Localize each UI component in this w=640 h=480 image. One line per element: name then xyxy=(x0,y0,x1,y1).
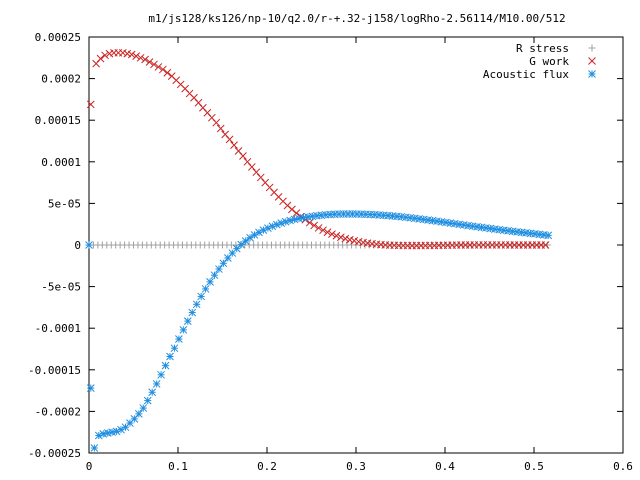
data-point xyxy=(134,410,143,418)
data-point xyxy=(459,221,468,229)
y-tick-label: 0.00025 xyxy=(35,31,81,44)
series-layer xyxy=(85,48,553,452)
legend-label: R stress xyxy=(516,42,569,55)
data-point xyxy=(132,52,141,60)
data-point xyxy=(85,241,93,249)
data-point xyxy=(90,444,99,452)
x-tick-label: 0.3 xyxy=(346,460,366,473)
data-point xyxy=(337,233,345,242)
axes: 0 0.1 0.2 0.3 0.4 0.5 0.6 0.00025 0.0002 0.00015 0… xyxy=(28,31,633,473)
data-point xyxy=(241,237,250,245)
data-point xyxy=(310,221,319,230)
data-point xyxy=(455,220,464,229)
data-point xyxy=(127,50,136,59)
data-point xyxy=(96,54,105,63)
legend-marker xyxy=(588,70,596,78)
data-point xyxy=(136,53,145,62)
data-point xyxy=(86,384,95,392)
data-point xyxy=(541,241,550,249)
data-point xyxy=(219,259,228,268)
data-point xyxy=(345,235,354,244)
y-tick-label: 0.0001 xyxy=(41,156,81,169)
x-tick-label: 0.4 xyxy=(435,460,455,473)
data-point xyxy=(148,388,157,397)
data-point xyxy=(281,217,290,226)
data-point xyxy=(415,215,424,223)
data-point xyxy=(332,231,341,240)
y-tick-label: 5e-05 xyxy=(48,197,81,210)
data-point xyxy=(248,163,256,171)
data-point xyxy=(308,212,317,221)
data-point xyxy=(179,326,188,334)
data-point xyxy=(239,152,247,160)
data-point xyxy=(141,55,149,64)
data-point xyxy=(192,300,201,309)
y-tick-label: 0.0002 xyxy=(41,73,81,86)
data-point xyxy=(277,219,286,227)
x-tick-label: 0.6 xyxy=(613,460,633,473)
y-tick-label: -0.00025 xyxy=(28,447,81,460)
data-point xyxy=(157,370,165,379)
y-tick-label: -0.0002 xyxy=(35,405,81,418)
y-tick-label: 0 xyxy=(74,239,81,252)
data-point xyxy=(154,63,163,71)
x-tick-label: 0.1 xyxy=(168,460,188,473)
data-point xyxy=(197,292,205,301)
data-point xyxy=(216,124,225,133)
legend-label: Acoustic flux xyxy=(483,68,569,81)
data-point xyxy=(328,230,336,238)
data-point xyxy=(243,157,252,166)
x-tick-label: 0.5 xyxy=(524,460,544,473)
data-point xyxy=(188,308,197,317)
data-point xyxy=(150,60,158,69)
data-point xyxy=(305,218,314,227)
data-point xyxy=(166,352,174,361)
data-point xyxy=(228,249,237,257)
data-point xyxy=(252,168,261,177)
data-point xyxy=(112,427,121,436)
data-point xyxy=(215,265,223,273)
data-point xyxy=(86,100,95,109)
data-point xyxy=(314,224,323,232)
legend-marker xyxy=(588,57,596,65)
x-tick-label: 0.2 xyxy=(257,460,277,473)
data-point xyxy=(201,285,210,293)
data-point xyxy=(319,226,327,235)
data-point xyxy=(159,65,167,74)
legend-label: G work xyxy=(529,55,569,68)
data-point xyxy=(210,271,219,280)
data-point xyxy=(482,224,490,232)
data-point xyxy=(237,240,246,249)
chart-title: m1/js128/ks126/np-10/q2.0/r-+.32-j158/lo… xyxy=(148,12,565,25)
data-point xyxy=(145,58,154,66)
y-tick-label: -0.0001 xyxy=(35,322,81,335)
data-point xyxy=(225,135,234,144)
data-point xyxy=(256,173,265,182)
y-tick-label: -0.00015 xyxy=(28,364,81,377)
y-tick-label: 0.00015 xyxy=(35,114,81,127)
data-point xyxy=(163,68,172,77)
data-point xyxy=(544,231,553,240)
x-tick-label: 0 xyxy=(86,460,93,473)
data-point xyxy=(175,335,183,343)
data-point xyxy=(139,404,148,412)
data-point xyxy=(161,361,170,370)
series-g-work xyxy=(86,48,550,250)
data-point xyxy=(230,141,238,150)
legend-marker xyxy=(588,44,596,52)
data-point xyxy=(206,278,214,286)
data-point xyxy=(143,396,152,405)
data-point xyxy=(101,51,109,60)
series-acoustic-flux xyxy=(85,210,553,452)
data-point xyxy=(152,380,161,388)
data-point xyxy=(341,234,350,243)
data-point xyxy=(212,118,221,127)
data-point xyxy=(170,344,179,353)
data-point xyxy=(183,317,192,325)
y-tick-label: -5e-05 xyxy=(41,281,81,294)
data-point xyxy=(323,228,332,237)
data-point xyxy=(286,216,294,225)
